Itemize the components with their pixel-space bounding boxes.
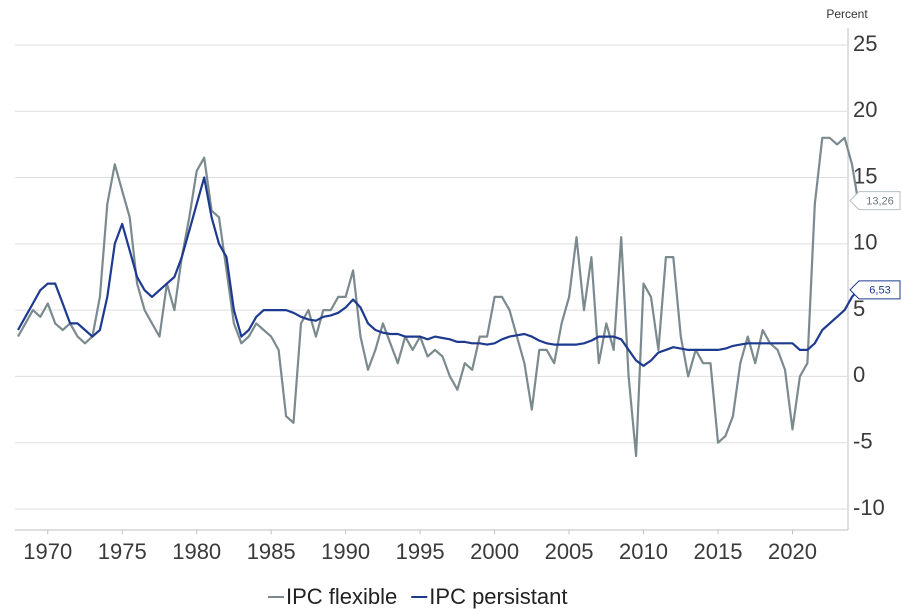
y-tick-label: 0 [853, 362, 865, 387]
y-axis-label: Percent [826, 7, 868, 21]
x-tick-label: 2015 [694, 539, 743, 564]
end-value-text: 13,26 [866, 196, 894, 208]
y-tick-label: 15 [853, 163, 877, 188]
y-tick-label: -5 [853, 429, 873, 454]
legend-label: IPC flexible [286, 584, 397, 609]
end-value-text: 6,53 [869, 285, 890, 297]
x-tick-label: 1970 [23, 539, 72, 564]
end-value-label: 13,26 [849, 191, 901, 211]
x-tick-label: 2010 [619, 539, 668, 564]
y-tick-label: 10 [853, 230, 877, 255]
x-tick-label: 2020 [768, 539, 817, 564]
end-value-box [849, 280, 901, 300]
y-tick-label: 25 [853, 31, 877, 56]
series-line [17, 136, 860, 458]
y-tick-label: 20 [853, 97, 877, 122]
y-tick-label: -10 [853, 495, 885, 520]
x-tick-label: 2005 [545, 539, 594, 564]
x-tick-label: 1980 [172, 539, 221, 564]
x-tick-label: 1995 [396, 539, 445, 564]
x-tick-label: 1975 [98, 539, 147, 564]
x-tick-label: 1990 [321, 539, 370, 564]
series-line [17, 176, 859, 367]
legend-label: IPC persistant [429, 584, 567, 609]
y-tick-label: 5 [853, 296, 865, 321]
end-value-label: 6,53 [849, 280, 901, 300]
x-tick-label: 1985 [247, 539, 296, 564]
x-tick-label: 2000 [470, 539, 519, 564]
end-value-box [849, 191, 901, 211]
